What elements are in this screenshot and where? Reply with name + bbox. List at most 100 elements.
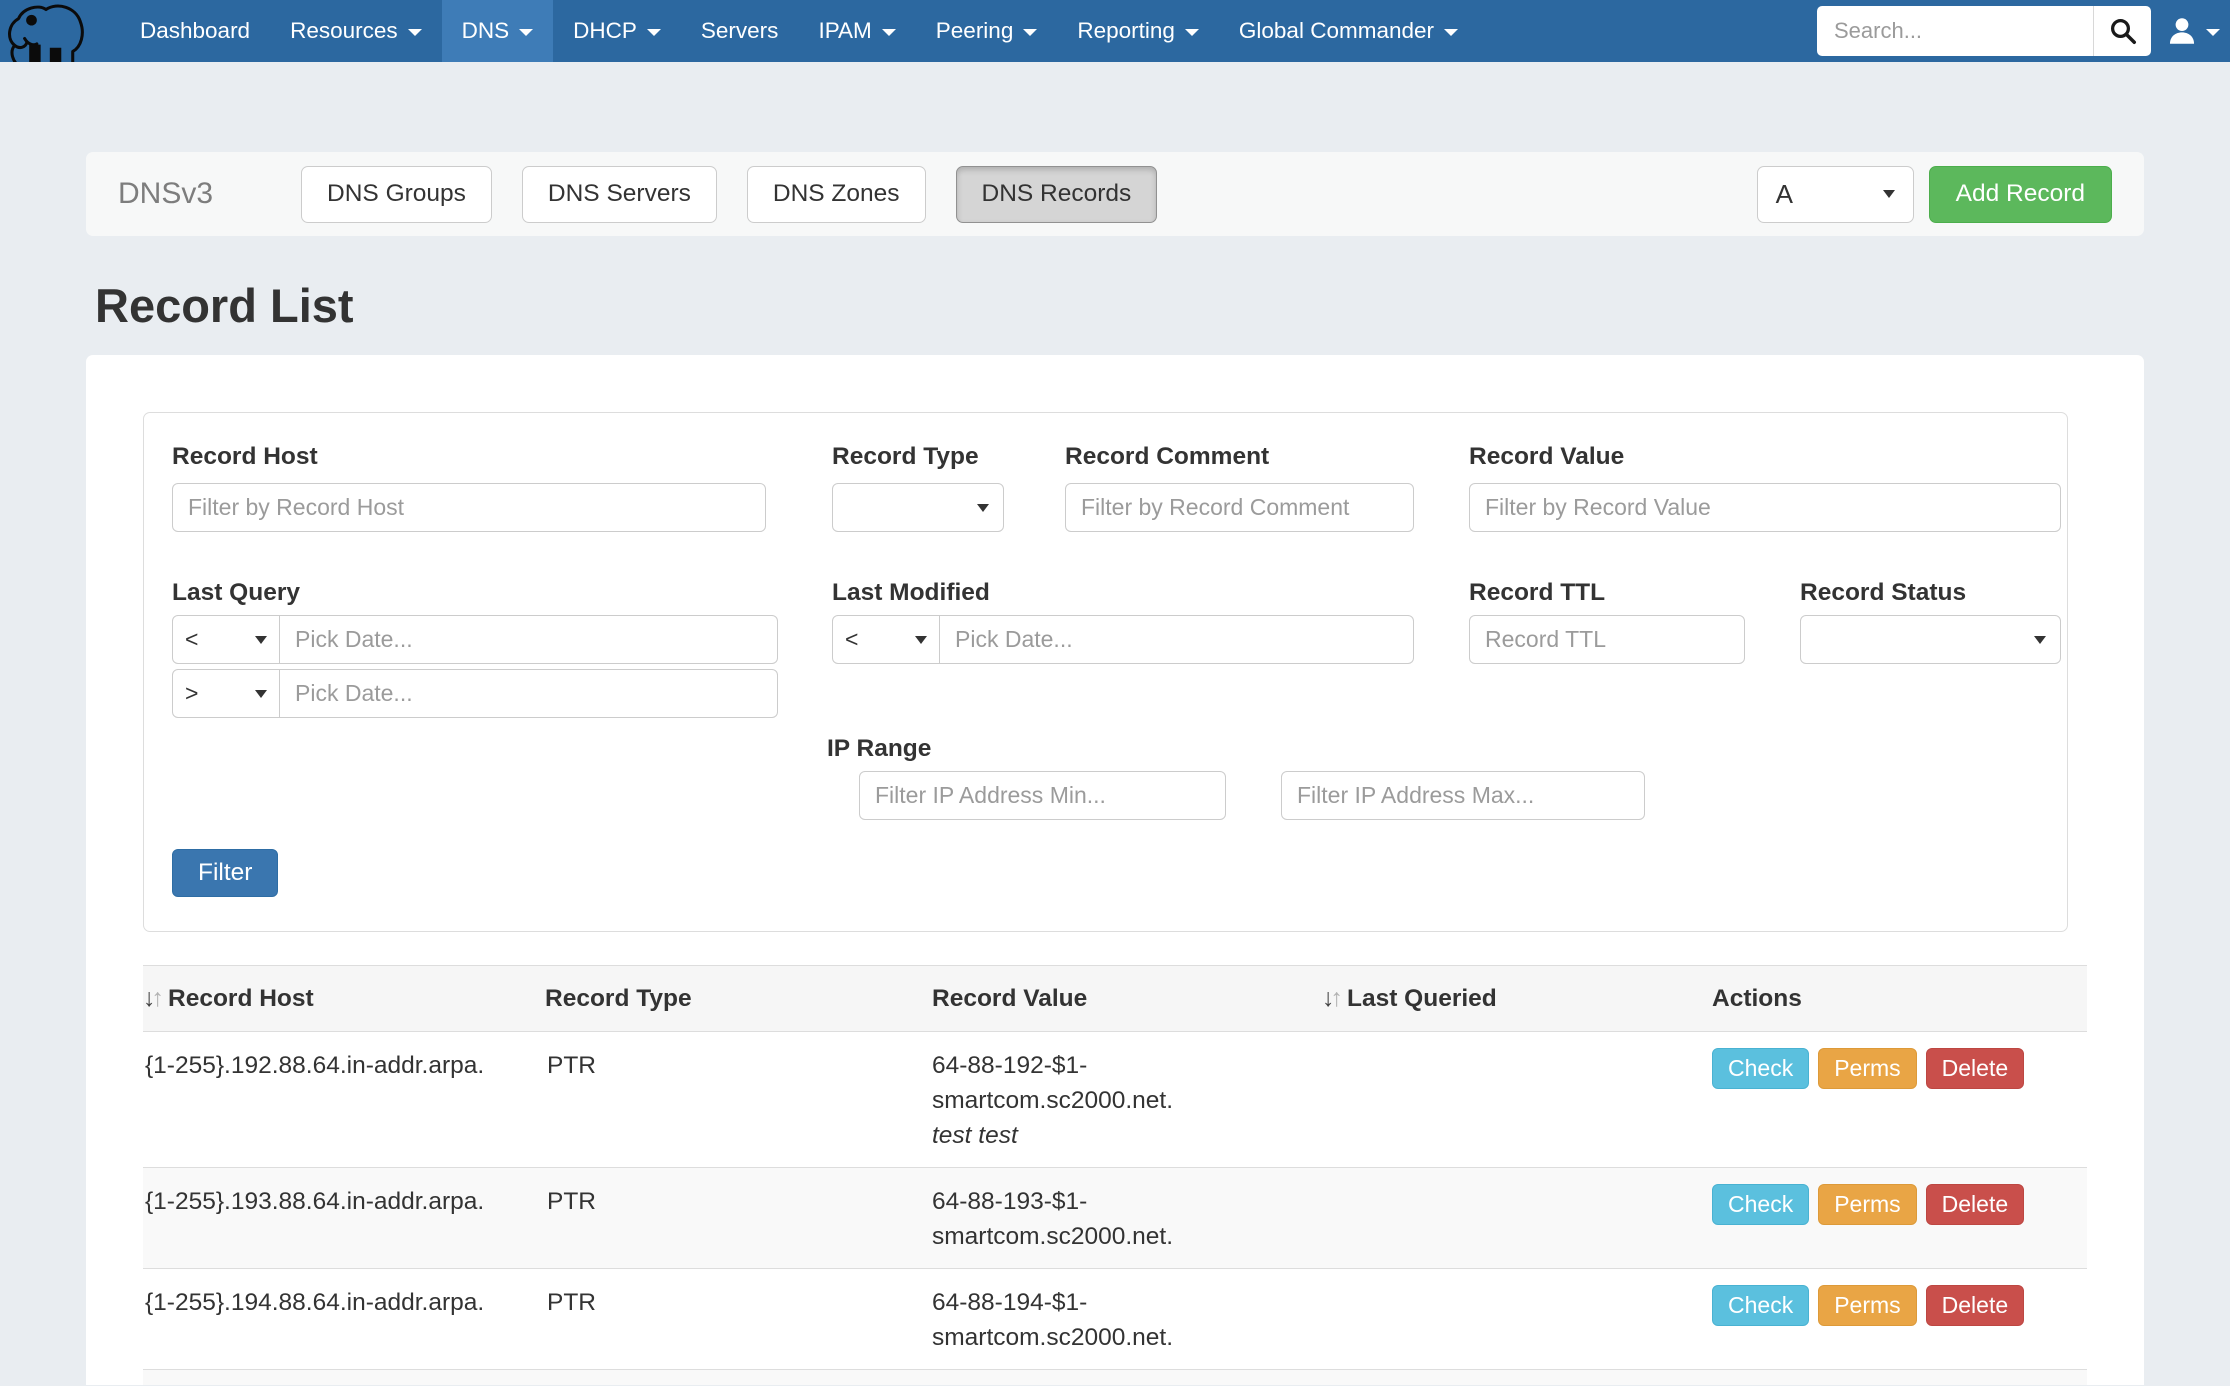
nav-item-dashboard[interactable]: Dashboard — [120, 0, 270, 62]
tab-dns-zones[interactable]: DNS Zones — [746, 165, 926, 223]
check-button[interactable]: Check — [1712, 1048, 1810, 1089]
nav-item-ipam[interactable]: IPAM — [798, 0, 915, 62]
tab-dns-groups[interactable]: DNS Groups — [301, 165, 492, 223]
nav-item-servers[interactable]: Servers — [681, 0, 799, 62]
perms-button[interactable]: Perms — [1818, 1048, 1917, 1089]
delete-button[interactable]: Delete — [1925, 1184, 2025, 1225]
nav-item-label: Dashboard — [140, 18, 251, 43]
record-ttl-filter-input[interactable] — [1469, 615, 1745, 664]
search-input[interactable] — [1817, 6, 2093, 56]
last-query-before-group: < — [172, 615, 778, 664]
navbar-right — [1817, 0, 2230, 62]
column-header-label: Record Host — [168, 984, 314, 1012]
record-table-body: {1-255}.192.88.64.in-addr.arpa. PTR 64-88-… — [143, 1032, 2087, 1370]
delete-button[interactable]: Delete — [1925, 1285, 2025, 1326]
sort-icon: ↓ ↑ — [143, 984, 164, 1013]
column-header-label: Record Type — [545, 984, 692, 1012]
chevron-down-icon — [255, 635, 267, 644]
chevron-down-icon — [977, 503, 989, 512]
check-button[interactable]: Check — [1712, 1184, 1810, 1225]
nav-item-global-commander[interactable]: Global Commander — [1219, 0, 1478, 62]
nav-item-peering[interactable]: Peering — [916, 0, 1058, 62]
record-table: ↓ ↑ Record Host Record Type Record Value ↓ ↑ La… — [143, 965, 2087, 1385]
last-modified-label: Last Modified — [832, 579, 990, 606]
column-header-last-queried[interactable]: ↓ ↑ Last Queried — [1322, 984, 1712, 1013]
column-header-label: Last Queried — [1347, 984, 1497, 1012]
chevron-down-icon — [255, 689, 267, 698]
delete-button[interactable]: Delete — [1925, 1048, 2025, 1089]
record-host-cell: {1-255}.192.88.64.in-addr.arpa. — [145, 1052, 485, 1079]
chevron-down-icon — [519, 29, 534, 36]
record-status-label: Record Status — [1800, 579, 1967, 606]
main-nav: Dashboard Resources DNS DHCP Servers IPAM Peer… — [120, 0, 1478, 62]
chevron-down-icon — [1023, 29, 1038, 36]
sort-down-arrow: ↓ — [143, 984, 156, 1012]
top-navbar: Dashboard Resources DNS DHCP Servers IPAM Peer… — [0, 0, 2230, 62]
last-queried-cell — [1322, 1285, 1712, 1355]
tab-dns-servers[interactable]: DNS Servers — [521, 165, 717, 223]
tab-dns-records[interactable]: DNS Records — [955, 165, 1158, 223]
record-value-filter-input[interactable] — [1469, 483, 2061, 532]
table-row-partial — [143, 1370, 2087, 1385]
chevron-down-icon — [881, 29, 896, 36]
record-type-filter-select[interactable] — [832, 483, 1004, 532]
ip-range-label: IP Range — [827, 735, 932, 762]
chevron-down-icon — [407, 29, 422, 36]
record-comment-text: test test — [932, 1122, 1018, 1149]
ip-range-min-input[interactable] — [859, 771, 1226, 820]
record-value-text: 64-88-194-$1-smartcom.sc2000.net. — [932, 1289, 1174, 1351]
nav-item-dhcp[interactable]: DHCP — [553, 0, 681, 62]
record-type-quick-select[interactable]: A — [1756, 165, 1914, 223]
chevron-down-icon — [1444, 29, 1458, 36]
record-value-label: Record Value — [1469, 443, 1625, 470]
mammoth-logo[interactable] — [4, 0, 88, 62]
record-host-filter-input[interactable] — [172, 483, 766, 532]
last-modified-group: < — [832, 615, 1414, 664]
navbar-search-group — [1817, 6, 2151, 56]
last-query-gt-select[interactable]: > — [172, 669, 280, 718]
nav-item-label: Peering — [935, 18, 1014, 43]
page-title: Record List — [95, 279, 354, 332]
column-header-record-host[interactable]: ↓ ↑ Record Host — [143, 984, 545, 1013]
nav-item-resources[interactable]: Resources — [270, 0, 442, 62]
record-status-filter-select[interactable] — [1800, 615, 2061, 664]
nav-item-reporting[interactable]: Reporting — [1057, 0, 1219, 62]
last-query-lt-value: < — [185, 626, 199, 652]
record-list-panel: Record Host Record Type Record Comment R… — [86, 355, 2144, 1385]
magnifier-icon — [2110, 18, 2136, 44]
last-query-lt-select[interactable]: < — [172, 615, 280, 664]
nav-item-label: DNS — [461, 18, 510, 43]
perms-button[interactable]: Perms — [1818, 1184, 1917, 1225]
last-modified-date-input[interactable] — [940, 615, 1414, 664]
search-button[interactable] — [2093, 6, 2151, 56]
record-comment-filter-input[interactable] — [1065, 483, 1414, 532]
last-query-gt-value: > — [185, 680, 199, 706]
chevron-down-icon — [915, 635, 927, 644]
nav-item-label: Servers — [700, 18, 779, 43]
chevron-down-icon — [1184, 29, 1199, 36]
last-modified-lt-value: < — [845, 626, 859, 652]
filter-submit-button[interactable]: Filter — [172, 849, 279, 897]
check-button[interactable]: Check — [1712, 1285, 1810, 1326]
user-menu[interactable] — [2165, 14, 2220, 48]
ip-range-max-input[interactable] — [1281, 771, 1645, 820]
add-record-button[interactable]: Add Record — [1928, 165, 2112, 223]
chevron-down-icon — [2034, 635, 2046, 644]
last-modified-lt-select[interactable]: < — [832, 615, 940, 664]
last-query-after-date-input[interactable] — [280, 669, 778, 718]
column-header-label: Record Value — [932, 984, 1088, 1012]
nav-item-label: DHCP — [573, 18, 637, 43]
chevron-down-icon — [2206, 29, 2220, 36]
table-row: {1-255}.192.88.64.in-addr.arpa. PTR 64-88-… — [143, 1032, 2087, 1168]
perms-button[interactable]: Perms — [1818, 1285, 1917, 1326]
nav-item-dns[interactable]: DNS — [441, 0, 554, 62]
record-host-cell: {1-255}.194.88.64.in-addr.arpa. — [145, 1289, 485, 1316]
dnsv3-title: DNSv3 — [118, 177, 214, 210]
filter-card: Record Host Record Type Record Comment R… — [143, 412, 2068, 932]
record-value-cell: 64-88-193-$1-smartcom.sc2000.net. — [932, 1184, 1322, 1254]
last-query-before-date-input[interactable] — [280, 615, 778, 664]
sort-up-arrow: ↑ — [151, 984, 165, 1012]
record-host-cell: {1-255}.193.88.64.in-addr.arpa. — [145, 1188, 485, 1215]
record-type-cell: PTR — [547, 1052, 596, 1079]
last-queried-cell — [1322, 1184, 1712, 1254]
